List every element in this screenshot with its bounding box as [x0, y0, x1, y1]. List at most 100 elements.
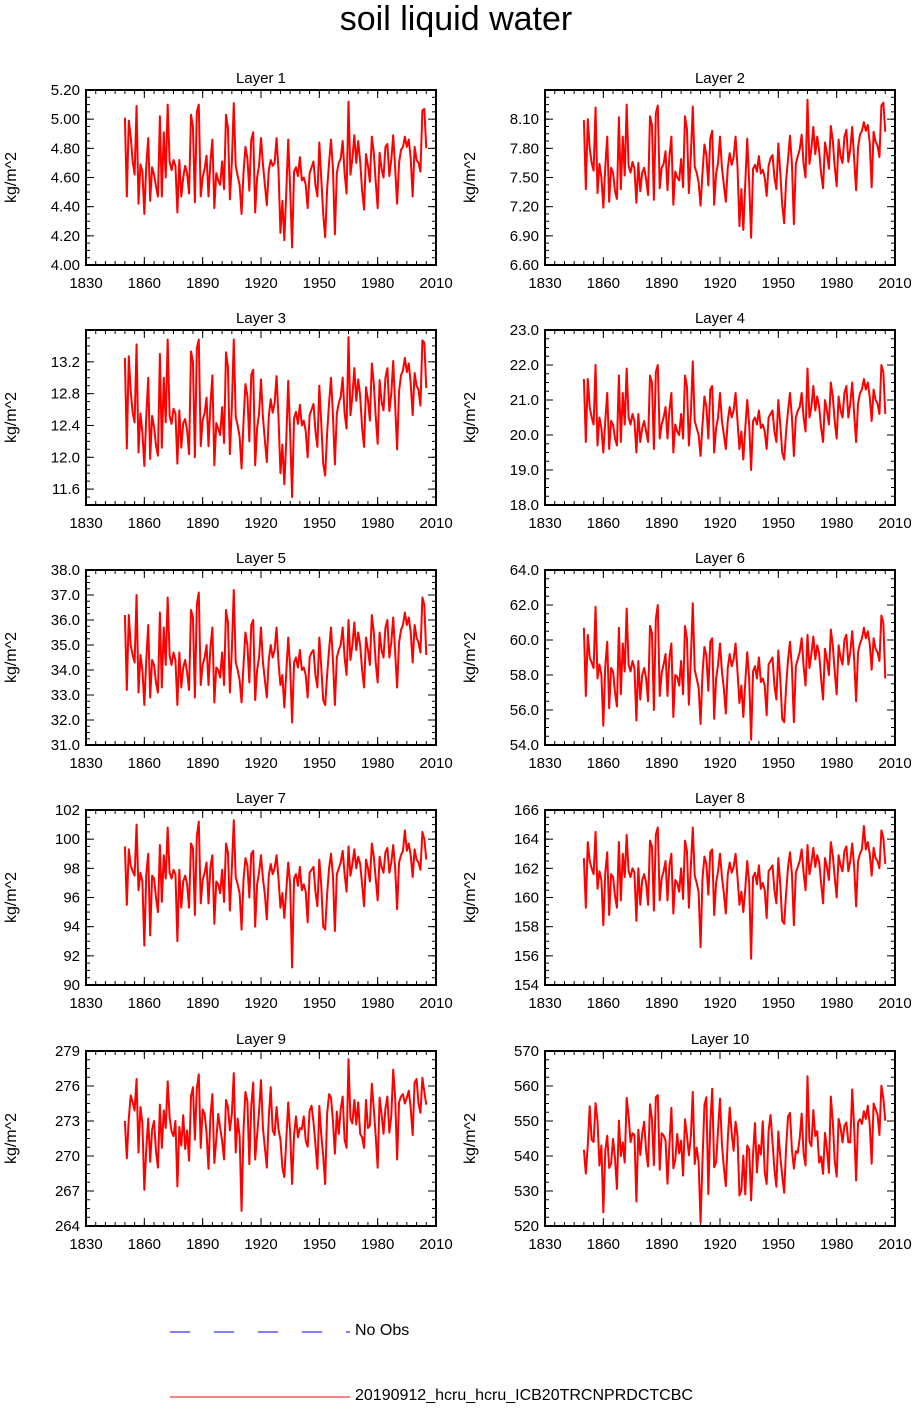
legend-no-obs-swatch: [170, 1331, 350, 1333]
panel-7-ytick-label: 100: [55, 831, 80, 848]
panel-7-ytick-label: 92: [63, 948, 80, 965]
panel-9-xtick-label: 1980: [361, 1236, 394, 1253]
panel-5-xtick-label: 1830: [69, 755, 102, 772]
panel-2-ytick-label: 7.50: [510, 170, 539, 187]
panel-3-ytick-label: 11.6: [52, 481, 80, 498]
panel-8-xtick-label: 2010: [878, 995, 911, 1012]
panel-10-ytick-label: 570: [514, 1043, 539, 1060]
panel-5-xtick-label: 1950: [303, 755, 336, 772]
panel-1-series-line: [123, 100, 428, 249]
panel-10-ytick-label: 540: [514, 1148, 539, 1165]
panel-9-ylabel: kg/m^2: [3, 1113, 20, 1164]
panel-7-xtick-label: 2010: [419, 995, 452, 1012]
panel-4-xtick-label: 1890: [645, 515, 678, 532]
panel-1-ytick-label: 5.00: [51, 111, 80, 128]
panel-6-xtick-label: 1860: [587, 755, 620, 772]
panel-2-xtick-label: 1860: [587, 275, 620, 292]
panel-1-xtick-label: 1890: [186, 275, 219, 292]
panel-6-xtick-label: 1980: [820, 755, 853, 772]
panel-9-title: Layer 9: [236, 1031, 286, 1048]
panel-6-xtick-label: 1830: [528, 755, 561, 772]
panel-3-series-line: [123, 336, 428, 499]
panel-10-title: Layer 10: [691, 1031, 749, 1048]
panel-2-xtick-label: 1980: [820, 275, 853, 292]
panel-4-ytick-label: 21.0: [510, 392, 539, 409]
panel-5-ytick-label: 36.0: [51, 612, 80, 629]
panel-9-xtick-label: 1830: [69, 1236, 102, 1253]
panel-8-ylabel: kg/m^2: [462, 872, 479, 923]
panel-6-xtick-label: 1950: [762, 755, 795, 772]
panel-8-xtick-label: 1980: [820, 995, 853, 1012]
panel-3-ytick-label: 12.4: [51, 417, 80, 434]
panel-9-xtick-label: 1950: [303, 1236, 336, 1253]
legend-no-obs: No Obs: [170, 1320, 430, 1344]
panel-4-ytick-label: 19.0: [510, 462, 539, 479]
panel-3-xtick-label: 2010: [419, 515, 452, 532]
panel-3-xtick-label: 1980: [361, 515, 394, 532]
panel-1-ylabel: kg/m^2: [3, 152, 20, 203]
panel-2-title: Layer 2: [695, 70, 745, 87]
panel-10-series-line: [582, 1075, 887, 1224]
legend-series-label: 20190912_hcru_hcru_ICB20TRCNPRDCTCBC: [355, 1387, 693, 1404]
panel-3-ytick-label: 12.0: [51, 449, 80, 466]
panel-3-frame: [85, 329, 437, 506]
panel-4: Layer 4 kg/m^2 1830 1860 1890 1920 1950 1980 201…: [462, 310, 912, 532]
panel-1-frame: [85, 89, 437, 266]
panel-9-ytick-label: 273: [55, 1113, 80, 1130]
charts-canvas: Layer 1 kg/m^2 1830 1860 1890 1920 1950 1980 201…: [3, 70, 912, 1253]
panel-3-xtick-label: 1920: [244, 515, 277, 532]
panel-10-ytick-label: 550: [514, 1113, 539, 1130]
panel-1-xtick-label: 2010: [419, 275, 452, 292]
panel-5-xtick-label: 1860: [128, 755, 161, 772]
panel-10-xtick-label: 1920: [703, 1236, 736, 1253]
panel-7-xtick-label: 1980: [361, 995, 394, 1012]
panel-6-ytick-label: 64.0: [510, 562, 539, 579]
panel-2-xtick-label: 2010: [878, 275, 911, 292]
panel-2-xtick-label: 1920: [703, 275, 736, 292]
panel-7: Layer 7 kg/m^2 1830 1860 1890 1920 1950 1980 201…: [3, 790, 453, 1012]
panel-1-xtick-label: 1860: [128, 275, 161, 292]
panel-1-ytick-label: 5.20: [51, 82, 80, 99]
panel-6: Layer 6 kg/m^2 1830 1860 1890 1920 1950 1980 201…: [462, 550, 912, 772]
panel-1-xtick-label: 1980: [361, 275, 394, 292]
panel-5-ytick-label: 37.0: [51, 587, 80, 604]
panel-5-xtick-label: 1920: [244, 755, 277, 772]
panel-10-xtick-label: 1980: [820, 1236, 853, 1253]
panel-8-frame: [544, 809, 896, 986]
panel-1-xtick-label: 1950: [303, 275, 336, 292]
panel-8-xtick-label: 1920: [703, 995, 736, 1012]
panel-6-ytick-label: 62.0: [510, 597, 539, 614]
panel-3-ylabel: kg/m^2: [3, 392, 20, 443]
panel-9-ytick-label: 267: [55, 1183, 80, 1200]
panel-7-ytick-label: 96: [63, 890, 80, 907]
panel-7-series-line: [123, 819, 428, 969]
panel-5-series-line: [123, 589, 428, 724]
panel-5-frame: [85, 569, 437, 746]
panel-1-ytick-label: 4.80: [51, 140, 80, 157]
panel-8-ytick-label: 160: [514, 890, 539, 907]
panel-1: Layer 1 kg/m^2 1830 1860 1890 1920 1950 1980 201…: [3, 70, 453, 292]
panel-2-xtick-label: 1830: [528, 275, 561, 292]
panel-6-ytick-label: 54.0: [510, 737, 539, 754]
panel-4-ytick-label: 22.0: [510, 357, 539, 374]
panel-6-ylabel: kg/m^2: [462, 632, 479, 683]
panel-5-xtick-label: 1890: [186, 755, 219, 772]
panel-1-ytick-label: 4.20: [51, 228, 80, 245]
panel-10-ytick-label: 560: [514, 1078, 539, 1095]
panel-4-ytick-label: 23.0: [510, 322, 539, 339]
panel-8: Layer 8 kg/m^2 1830 1860 1890 1920 1950 1980 201…: [462, 790, 912, 1012]
panel-9-ytick-label: 279: [55, 1043, 80, 1060]
panel-4-series-line: [582, 360, 887, 471]
panel-7-ytick-label: 90: [63, 977, 80, 994]
panel-6-ytick-label: 56.0: [510, 702, 539, 719]
panel-1-title: Layer 1: [236, 70, 286, 87]
panel-5: Layer 5 kg/m^2 1830 1860 1890 1920 1950 1980 201…: [3, 550, 453, 772]
panel-10-frame: [544, 1050, 896, 1227]
panel-3: Layer 3 kg/m^2 1830 1860 1890 1920 1950 1980 201…: [3, 310, 453, 532]
panel-3-xtick-label: 1890: [186, 515, 219, 532]
panel-9-ytick-label: 264: [55, 1218, 80, 1235]
panel-9-frame: [85, 1050, 437, 1227]
panel-8-xtick-label: 1890: [645, 995, 678, 1012]
panel-4-ylabel: kg/m^2: [462, 392, 479, 443]
panel-4-ytick-label: 18.0: [510, 497, 539, 514]
